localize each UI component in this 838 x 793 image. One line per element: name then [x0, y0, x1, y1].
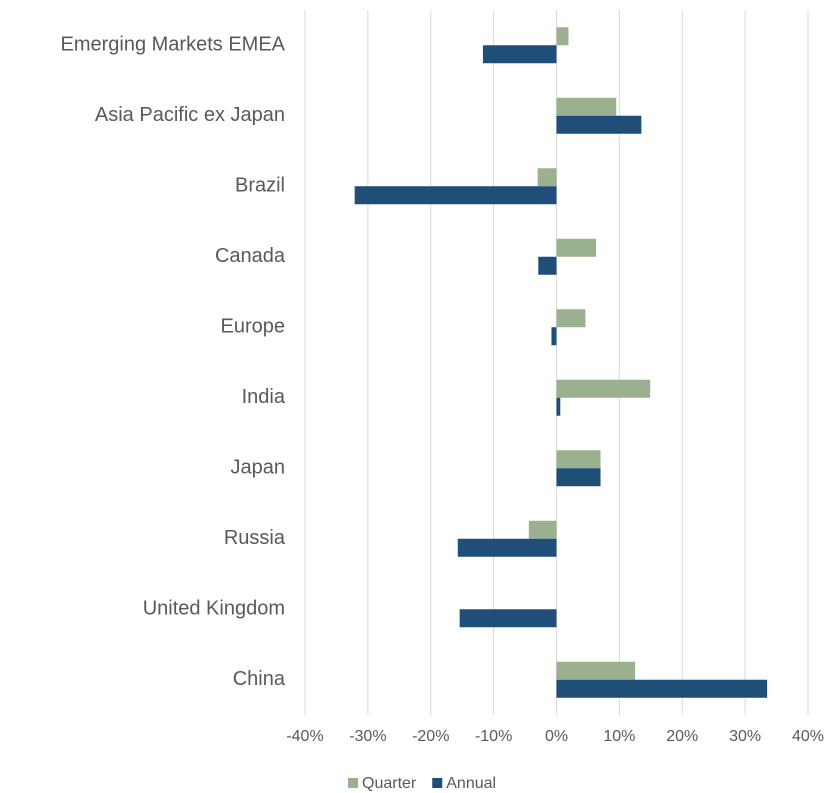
bar: [556, 450, 601, 469]
y-tick-label: Brazil: [235, 175, 285, 197]
y-tick-label: United Kingdom: [143, 598, 285, 620]
x-tick-label: -20%: [412, 728, 449, 745]
x-tick-label: -10%: [475, 728, 512, 745]
bar: [556, 309, 586, 328]
bar: [556, 115, 642, 134]
bar: [354, 186, 557, 205]
x-tick-label: 20%: [666, 728, 698, 745]
bar: [556, 379, 651, 398]
bar: [556, 468, 601, 487]
x-tick-label: 30%: [729, 728, 761, 745]
bar: [537, 168, 557, 187]
x-tick-label: 40%: [792, 728, 824, 745]
bar: [556, 661, 636, 680]
bar: [482, 45, 557, 64]
legend-swatch: [348, 778, 358, 788]
bar: [556, 679, 768, 698]
bar: [556, 238, 597, 257]
y-tick-label: India: [242, 386, 286, 408]
x-tick-label: 10%: [603, 728, 635, 745]
bar: [556, 397, 561, 416]
y-tick-label: China: [233, 668, 286, 690]
bar: [538, 256, 557, 275]
y-tick-label: Asia Pacific ex Japan: [95, 104, 285, 126]
bar: [459, 609, 557, 628]
y-tick-label: Russia: [224, 527, 286, 549]
x-tick-label: -30%: [349, 728, 386, 745]
bar: [556, 97, 617, 116]
legend-label: Quarter: [362, 775, 417, 792]
legend-label: Annual: [446, 775, 496, 792]
legend-swatch: [432, 778, 443, 788]
y-tick-label: Emerging Markets EMEA: [60, 34, 285, 56]
y-tick-label: Europe: [221, 316, 286, 338]
bar: [457, 538, 557, 557]
y-tick-label: Canada: [215, 245, 286, 267]
bar: [556, 27, 569, 46]
x-tick-label: 0%: [545, 728, 568, 745]
y-tick-label: Japan: [231, 457, 286, 479]
bar: [528, 520, 557, 539]
x-tick-label: -40%: [286, 728, 323, 745]
bar: [551, 327, 557, 346]
